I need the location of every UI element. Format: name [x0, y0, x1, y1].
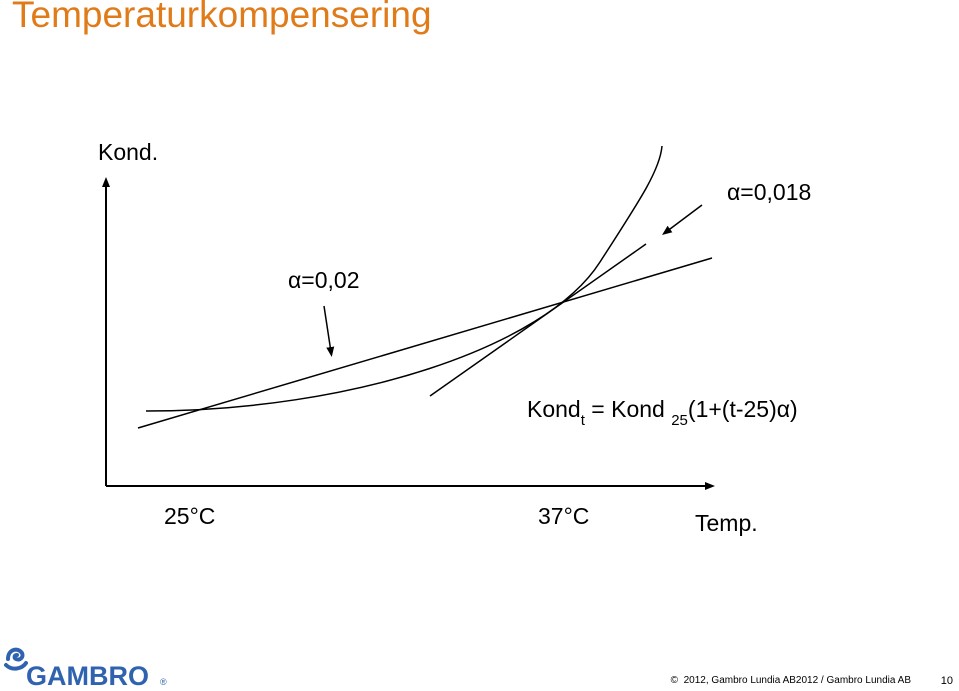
callout-arrow-alpha-02: [323, 305, 335, 357]
formula-subscript-t: t: [581, 412, 586, 429]
page-number: 10: [940, 675, 953, 687]
alpha-018-label: α=0,018: [727, 179, 811, 205]
tick-label-25c: 25°C: [164, 503, 215, 529]
alpha-02-label: α=0,02: [288, 267, 360, 293]
slide-title: Temperaturkompensering: [12, 0, 432, 35]
tangent-line-alpha-018: [429, 243, 647, 397]
formula: Kondt = Kond 25(1+(t-25)α): [527, 396, 798, 429]
x-axis-label: Temp.: [695, 510, 758, 536]
gambro-wave-icon: [4, 647, 28, 671]
copyright-text: 2012, Gambro Lundia AB2012 / Gambro Lund…: [683, 675, 911, 686]
formula-subscript-25: 25: [671, 412, 688, 429]
y-axis-label: Kond.: [98, 139, 158, 165]
gambro-logo: GAMBRO ®: [4, 647, 167, 689]
copyright-footer: © 2012, Gambro Lundia AB2012 / Gambro Lu…: [671, 675, 911, 686]
formula-kond: Kond: [527, 396, 581, 422]
gambro-registered-mark: ®: [160, 677, 167, 687]
copyright-symbol: ©: [670, 675, 679, 686]
gambro-logo-text: GAMBRO: [26, 661, 149, 689]
conductivity-curve: [145, 145, 663, 412]
tangent-line-alpha-02: [137, 257, 713, 429]
formula-rest: (1+(t-25)α): [688, 396, 798, 422]
formula-equals: = Kond: [585, 396, 671, 422]
callout-arrow-alpha-018: [662, 204, 703, 235]
tick-label-37c: 37°C: [538, 503, 589, 529]
